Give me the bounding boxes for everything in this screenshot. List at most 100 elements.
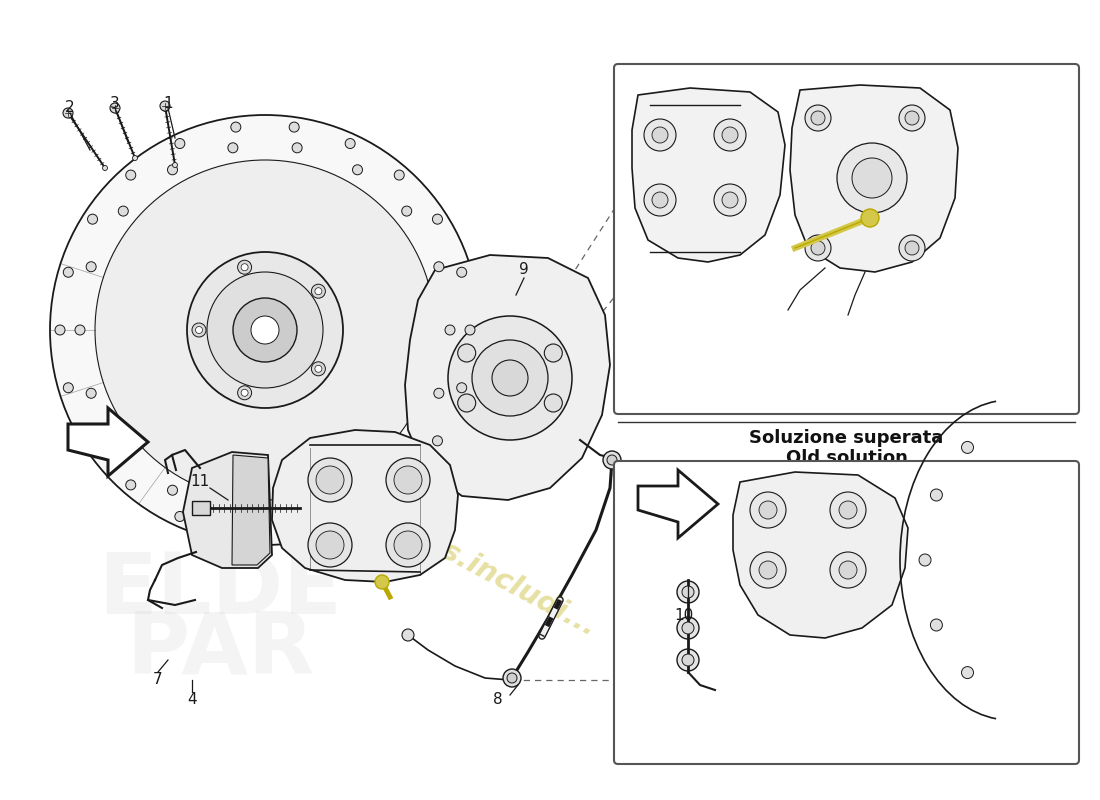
Circle shape (714, 119, 746, 151)
Circle shape (311, 362, 326, 376)
Circle shape (293, 143, 303, 153)
Circle shape (682, 586, 694, 598)
Circle shape (961, 666, 974, 678)
Circle shape (63, 108, 73, 118)
Circle shape (289, 528, 299, 538)
Circle shape (458, 394, 475, 412)
Circle shape (402, 206, 411, 216)
Circle shape (231, 122, 241, 132)
Circle shape (714, 184, 746, 216)
Circle shape (458, 344, 475, 362)
Circle shape (811, 111, 825, 125)
Circle shape (316, 466, 344, 494)
Polygon shape (68, 408, 148, 476)
Circle shape (402, 629, 414, 641)
Circle shape (604, 452, 620, 468)
Circle shape (905, 111, 918, 125)
Circle shape (64, 382, 74, 393)
Circle shape (55, 325, 65, 335)
Circle shape (805, 235, 830, 261)
Circle shape (175, 511, 185, 522)
Circle shape (316, 531, 344, 559)
Circle shape (852, 158, 892, 198)
Circle shape (394, 480, 404, 490)
Circle shape (456, 267, 466, 278)
Circle shape (492, 360, 528, 396)
Circle shape (759, 561, 777, 579)
Circle shape (402, 444, 411, 454)
Circle shape (837, 143, 908, 213)
Circle shape (839, 561, 857, 579)
Polygon shape (405, 255, 611, 500)
Circle shape (830, 492, 866, 528)
Circle shape (759, 501, 777, 519)
Circle shape (433, 262, 443, 272)
Polygon shape (232, 455, 270, 565)
Circle shape (308, 458, 352, 502)
Text: 11: 11 (190, 474, 210, 490)
Circle shape (132, 155, 138, 161)
Circle shape (931, 619, 943, 631)
Text: 7: 7 (153, 673, 163, 687)
Text: PAR: PAR (125, 609, 315, 691)
Circle shape (187, 252, 343, 408)
Circle shape (905, 241, 918, 255)
Circle shape (448, 316, 572, 440)
Circle shape (86, 388, 96, 398)
Circle shape (315, 366, 322, 372)
Circle shape (644, 184, 676, 216)
Circle shape (961, 442, 974, 454)
Circle shape (173, 162, 177, 167)
Circle shape (386, 458, 430, 502)
Circle shape (507, 673, 517, 683)
Polygon shape (733, 472, 908, 638)
Circle shape (228, 143, 238, 153)
Text: a passion for parts.includi...: a passion for parts.includi... (179, 399, 601, 641)
Circle shape (233, 298, 297, 362)
Circle shape (931, 489, 943, 501)
Bar (192, 501, 210, 515)
Circle shape (676, 581, 698, 603)
Circle shape (386, 523, 430, 567)
Circle shape (88, 214, 98, 224)
Circle shape (603, 451, 622, 469)
Circle shape (125, 480, 135, 490)
Circle shape (95, 160, 434, 500)
Polygon shape (638, 470, 718, 538)
Circle shape (88, 436, 98, 446)
Circle shape (289, 122, 299, 132)
Polygon shape (183, 452, 272, 568)
Circle shape (644, 119, 676, 151)
Text: 5: 5 (844, 314, 852, 330)
Circle shape (125, 170, 135, 180)
Circle shape (432, 436, 442, 446)
Circle shape (231, 528, 241, 538)
Circle shape (110, 103, 120, 113)
Circle shape (750, 552, 786, 588)
Circle shape (375, 575, 389, 589)
Circle shape (472, 340, 548, 416)
Circle shape (241, 264, 249, 270)
Circle shape (119, 444, 129, 454)
Circle shape (64, 267, 74, 278)
Circle shape (50, 115, 480, 545)
Circle shape (899, 235, 925, 261)
Circle shape (167, 486, 177, 495)
Circle shape (293, 507, 303, 517)
Circle shape (811, 241, 825, 255)
Text: Old solution: Old solution (785, 449, 908, 467)
Circle shape (722, 192, 738, 208)
Text: 10: 10 (674, 607, 694, 622)
Circle shape (238, 260, 252, 274)
Circle shape (652, 127, 668, 143)
Circle shape (503, 669, 521, 687)
Text: 1: 1 (163, 95, 173, 110)
Circle shape (465, 325, 475, 335)
Circle shape (102, 166, 108, 170)
FancyBboxPatch shape (614, 461, 1079, 764)
Text: 2: 2 (65, 101, 75, 115)
Circle shape (192, 323, 206, 337)
Circle shape (918, 554, 931, 566)
Circle shape (311, 284, 326, 298)
Circle shape (433, 388, 443, 398)
